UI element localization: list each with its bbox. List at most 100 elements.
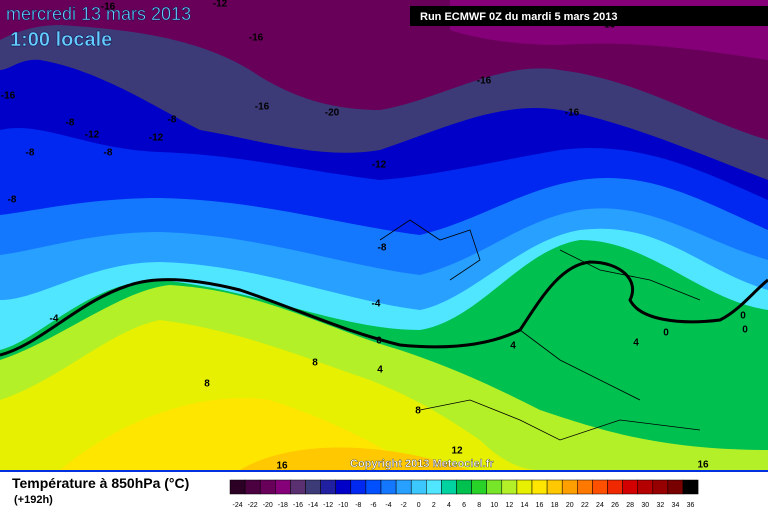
run-label: Run ECMWF 0Z du mardi 5 mars 2013	[420, 11, 617, 23]
legend-swatch	[395, 479, 412, 495]
legend-subtitle: (+192h)	[14, 494, 53, 506]
contour-label: 16	[276, 461, 288, 472]
contour-label: 0	[740, 311, 746, 322]
legend-swatch	[637, 479, 654, 495]
legend-tick-label: -20	[263, 502, 273, 509]
contour-label: 8	[312, 358, 318, 369]
legend-swatch	[486, 479, 503, 495]
copyright: Copyright 2013 Meteociel.fr	[350, 458, 494, 470]
legend-tick-label: 28	[626, 502, 634, 509]
contour-label: -8	[104, 148, 113, 159]
contour-label: 4	[377, 365, 383, 376]
contour-label: -8	[8, 195, 17, 206]
legend-swatch	[320, 479, 336, 495]
contour-label: 8	[204, 379, 210, 390]
legend-tick-label: 30	[641, 502, 649, 509]
legend-tick-label: -4	[385, 502, 391, 509]
legend-tick-label: -12	[323, 502, 333, 509]
contour-label: -4	[372, 299, 381, 310]
legend-tick-label: 0	[417, 502, 421, 509]
legend-tick-label: -22	[248, 502, 258, 509]
legend-tick-label: 26	[611, 502, 619, 509]
contour-label: -8	[168, 115, 177, 126]
coastline	[379, 219, 701, 441]
contour-label: 0	[376, 336, 382, 347]
legend-swatch	[305, 479, 321, 495]
legend-tick-label: 18	[551, 502, 559, 509]
legend-tick-label: -6	[370, 502, 376, 509]
contour-label: -8	[26, 148, 35, 159]
legend-swatch	[682, 479, 699, 495]
legend-tick-label: -18	[278, 502, 288, 509]
legend-tick-label: 10	[490, 502, 498, 509]
legend-swatch	[531, 479, 548, 495]
contour-label: -12	[213, 0, 228, 10]
contour-label: -12	[372, 160, 387, 171]
legend-swatch	[410, 479, 427, 495]
contour-label: -16	[249, 33, 264, 44]
legend-swatch	[275, 479, 291, 495]
contour-label: 12	[451, 446, 463, 457]
contour-label: -8	[66, 118, 75, 129]
legend-tick-label: 16	[536, 502, 544, 509]
legend-swatch	[426, 479, 442, 495]
legend-swatch	[516, 479, 533, 495]
contour-label: -16	[255, 102, 270, 113]
map-date: mercredi 13 mars 2013	[6, 4, 191, 24]
legend-swatch	[546, 479, 563, 495]
contour-label: -8	[378, 243, 387, 254]
contour-label: 0	[663, 328, 669, 339]
legend-swatch	[335, 479, 352, 495]
contour-label: -16	[601, 20, 616, 31]
legend-swatch	[290, 479, 306, 495]
legend-swatch	[259, 479, 276, 495]
legend-swatch	[441, 479, 457, 495]
legend-swatch	[652, 479, 669, 495]
legend-swatch	[380, 479, 397, 495]
legend-swatch	[501, 479, 518, 495]
contour-label: -20	[325, 108, 340, 119]
legend-swatch	[667, 479, 684, 495]
legend-swatch	[350, 479, 367, 495]
legend-swatch	[577, 479, 593, 495]
zero-isotherm	[0, 260, 768, 357]
legend-tick-label: 22	[581, 502, 589, 509]
legend-tick-label: -8	[355, 502, 361, 509]
legend-swatch	[622, 479, 638, 495]
legend-tick-label: -24	[232, 502, 242, 509]
contour-label: 8	[415, 406, 421, 417]
contour-label: 0	[742, 325, 748, 336]
legend-swatch	[456, 479, 472, 495]
legend-tick-label: 2	[432, 502, 436, 509]
legend-swatch	[607, 479, 623, 495]
contour-label: -16	[1, 91, 16, 102]
contour-label: 4	[510, 341, 516, 352]
contour-label: -4	[50, 314, 59, 325]
contour-label: 4	[633, 338, 639, 349]
contour-label: -12	[149, 133, 164, 144]
legend-tick-label: 32	[656, 502, 664, 509]
contour-label: -16	[101, 2, 116, 13]
contour-label: -12	[85, 130, 100, 141]
legend-tick-label: 20	[566, 502, 574, 509]
legend-swatch	[365, 479, 382, 495]
contour-label: 16	[697, 460, 709, 471]
legend-tick-label: 34	[672, 502, 680, 509]
legend-tick-label: 14	[521, 502, 529, 509]
legend-tick-label: 6	[462, 502, 466, 509]
legend-swatch	[244, 479, 261, 495]
legend-tick-label: 24	[596, 502, 604, 509]
legend-swatch	[561, 479, 578, 495]
legend-tick-label: -10	[338, 502, 348, 509]
legend-tick-label: 36	[687, 502, 695, 509]
legend-swatch	[592, 479, 608, 495]
map-time: 1:00 locale	[10, 29, 112, 51]
band	[240, 447, 470, 470]
contour-label: -16	[477, 76, 492, 87]
contour-label: -16	[565, 108, 580, 119]
legend-swatch	[471, 479, 487, 495]
legend-tick-label: -16	[293, 502, 303, 509]
legend-swatch	[229, 479, 246, 495]
